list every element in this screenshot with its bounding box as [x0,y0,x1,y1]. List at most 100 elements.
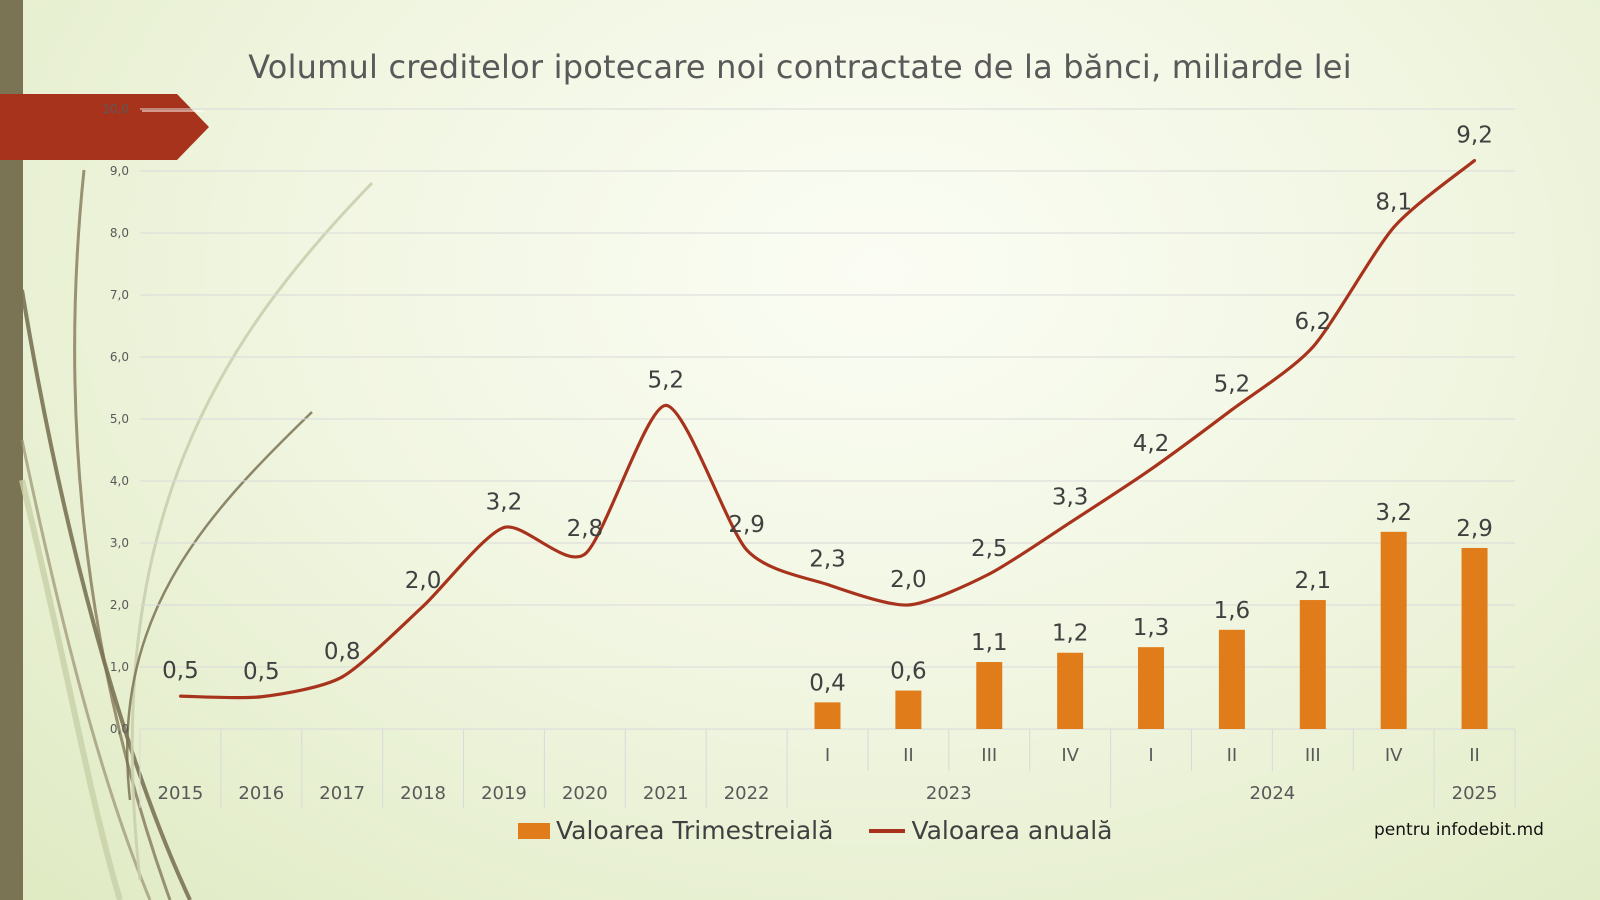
line-data-label: 2,9 [728,512,765,538]
line-data-label: 8,1 [1375,189,1412,215]
line-data-label: 0,8 [324,639,361,665]
line-point [1149,467,1153,471]
x-tick-label-year: 2019 [481,783,527,804]
x-tick-label-quarter: I [1148,745,1153,766]
line-point [178,694,182,698]
legend-swatch-quarterly [518,822,550,839]
source-credit: pentru infodebit.md [1374,820,1544,840]
bar [1138,647,1165,729]
x-tick-label-year: 2021 [643,783,689,804]
y-tick-label: 7,0 [110,288,129,302]
x-tick-label-year: 2016 [238,783,284,804]
bar-data-label: 1,3 [1133,615,1170,641]
line-point [259,695,263,699]
x-tick-label-quarter: IV [1061,745,1079,766]
y-tick-label: 2,0 [110,598,129,612]
bar [1299,600,1326,729]
legend-label-quarterly: Valoarea Trimestreială [556,816,834,845]
chart-title: Volumul creditelor ipotecare noi contrac… [248,48,1352,86]
bar [1380,531,1407,729]
y-tick-label: 5,0 [110,412,129,426]
line-point [826,583,829,587]
bar [976,662,1003,729]
line-data-label: 2,3 [809,547,846,573]
x-tick-label-quarter: I [825,745,830,766]
line-point [664,403,668,407]
annual-line-path [180,159,1476,700]
bar-data-label: 3,2 [1375,500,1412,526]
bar-series-quarterly [814,531,1488,729]
line-data-label: 6,2 [1295,309,1332,335]
line-data-label: 3,2 [486,490,523,516]
decorative-swoosh-curves [19,169,374,900]
y-tick-label: 4,0 [110,474,129,488]
bar [895,690,922,729]
line-data-label: 0,5 [243,659,280,685]
line-point [906,603,910,607]
legend-item-quarterly: Valoarea Trimestreială [518,816,833,845]
x-group-label: 2023 [926,783,972,804]
y-tick-label: 3,0 [110,536,129,550]
bar-data-label: 0,4 [809,670,846,696]
bar [814,702,841,729]
y-tick-label: 1,0 [110,660,129,674]
line-point [987,572,991,576]
legend: Valoarea Trimestreială Valoarea anuală [518,816,1148,845]
y-tick-label: 0,0 [110,722,129,736]
x-tick-label-year: 2015 [158,783,204,804]
line-data-label: 0,5 [162,658,199,684]
x-tick-label-year: 2020 [562,783,608,804]
line-point [421,604,425,608]
legend-label-annual: Valoarea anuală [911,816,1113,845]
left-decorative-band [0,0,23,900]
line-point [1473,158,1477,162]
line-point [1392,225,1396,229]
bar [1218,629,1245,729]
x-group-label: 2024 [1249,783,1295,804]
line-data-label: 3,3 [1052,485,1089,511]
line-point [502,526,506,529]
line-data-label: 5,2 [1214,372,1251,398]
y-tick-label: 8,0 [110,226,129,240]
line-data-label: 2,0 [890,567,927,593]
y-tick-label: 6,0 [110,350,129,364]
x-tick-label-quarter: III [981,745,997,766]
gridlines [140,108,1515,730]
line-point [745,548,749,552]
data-labels: 0,4 0,6 1,1 1,2 1,3 1,6 2,1 3,2 2,9 0,5 0,5 0,8 2,0 3… [162,122,1493,696]
x-group-label: 2025 [1452,783,1498,804]
x-tick-label-year: 2022 [724,783,770,804]
line-data-label: 9,2 [1456,122,1493,148]
line-point [583,552,587,556]
line-data-label: 2,0 [405,568,442,594]
line-point [1068,521,1072,525]
bar [1057,652,1084,729]
y-tick-label: 9,0 [110,164,129,178]
line-data-label: 5,2 [647,367,684,393]
x-tick-label-quarter: III [1305,745,1321,766]
legend-item-annual: Valoarea anuală [869,816,1112,845]
line-point [340,675,344,679]
y-tick-label: 10,0 [102,102,129,116]
bar-data-label: 1,6 [1214,598,1251,624]
bar [1461,547,1488,729]
x-tick-label-year: 2018 [400,783,446,804]
line-point [1311,345,1315,349]
legend-swatch-annual [869,828,906,833]
line-data-label: 4,2 [1133,431,1170,457]
bar-data-label: 2,9 [1456,516,1493,542]
x-tick-label-quarter: II [1227,745,1238,766]
bar-data-label: 1,2 [1052,621,1089,647]
x-tick-label-quarter: II [903,745,914,766]
x-tick-label-quarter: II [1469,745,1480,766]
line-series-annual [178,158,1477,700]
bar-data-label: 0,6 [890,659,927,685]
x-tick-label-quarter: IV [1385,745,1403,766]
line-data-label: 2,5 [971,536,1008,562]
x-tick-label-year: 2017 [319,783,365,804]
line-point [1230,408,1234,412]
y-axis-ticks: 0,0 1,0 2,0 3,0 4,0 5,0 6,0 7,0 8,0 9,0 10,0 [102,102,129,736]
line-data-label: 2,8 [567,516,604,542]
